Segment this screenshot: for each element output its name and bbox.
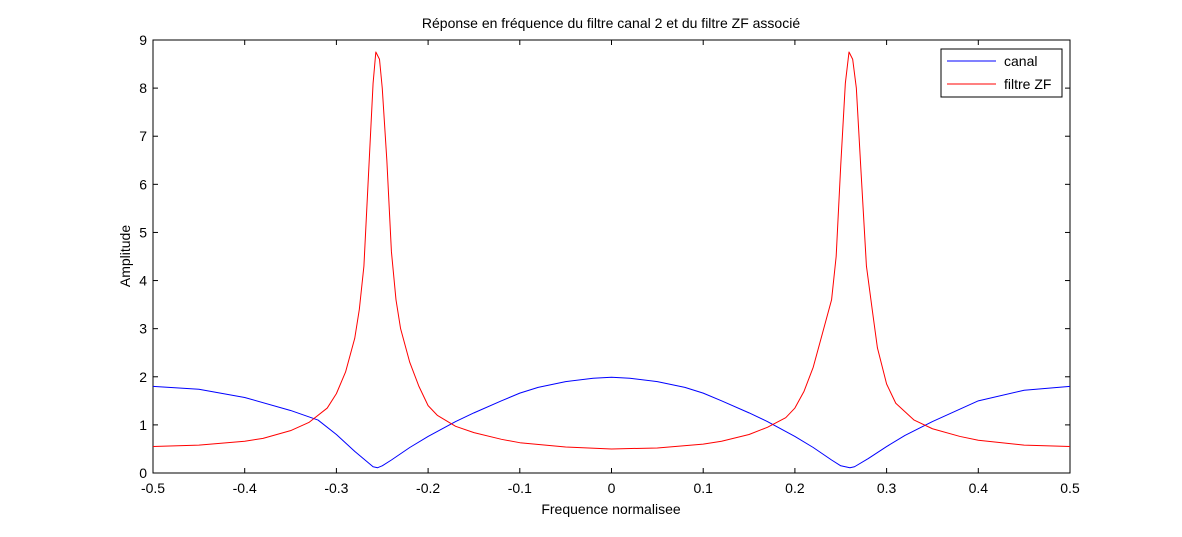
x-tick-label: -0.3 — [324, 480, 348, 496]
plot-area — [152, 39, 1071, 474]
chart-title: Réponse en fréquence du filtre canal 2 e… — [422, 15, 800, 31]
legend-box — [940, 48, 1063, 98]
x-tick-label: 0 — [608, 480, 616, 496]
legend-label-filtre-zf: filtre ZF — [1004, 76, 1051, 92]
y-tick-label: 2 — [139, 369, 147, 385]
y-tick-label: 5 — [139, 224, 147, 240]
series-line-canal — [152, 376, 1071, 469]
legend-label-canal: canal — [1004, 53, 1037, 69]
y-tick-label: 3 — [139, 321, 147, 337]
y-tick-label: 1 — [139, 417, 147, 433]
y-tick-label: 0 — [139, 465, 147, 481]
series-line-filtre-zf — [152, 51, 1071, 450]
y-tick-label: 9 — [139, 32, 147, 48]
x-tick-label: 0.5 — [1060, 480, 1080, 496]
x-tick-label: 0.3 — [877, 480, 897, 496]
axis-ticks: -0.5 -0.4 -0.3 -0.2 -0.1 0 0.1 0.2 0.3 0.4 0.5 0 1 2 3… — [139, 32, 1080, 496]
x-tick-label: -0.4 — [233, 480, 257, 496]
y-tick-label: 4 — [139, 273, 147, 289]
x-axis-label: Frequence normalisee — [541, 501, 681, 517]
legend: canal filtre ZF — [940, 48, 1063, 98]
x-tick-label: 0.4 — [969, 480, 989, 496]
y-tick-label: 8 — [139, 80, 147, 96]
x-tick-label: 0.1 — [693, 480, 713, 496]
x-tick-label: -0.2 — [416, 480, 440, 496]
x-tick-label: -0.5 — [141, 480, 165, 496]
x-tick-label: -0.1 — [508, 480, 532, 496]
y-axis-label: Amplitude — [117, 225, 133, 287]
series-layer — [152, 51, 1071, 469]
y-tick-label: 7 — [139, 128, 147, 144]
y-tick-label: 6 — [139, 176, 147, 192]
x-tick-label: 0.2 — [785, 480, 805, 496]
